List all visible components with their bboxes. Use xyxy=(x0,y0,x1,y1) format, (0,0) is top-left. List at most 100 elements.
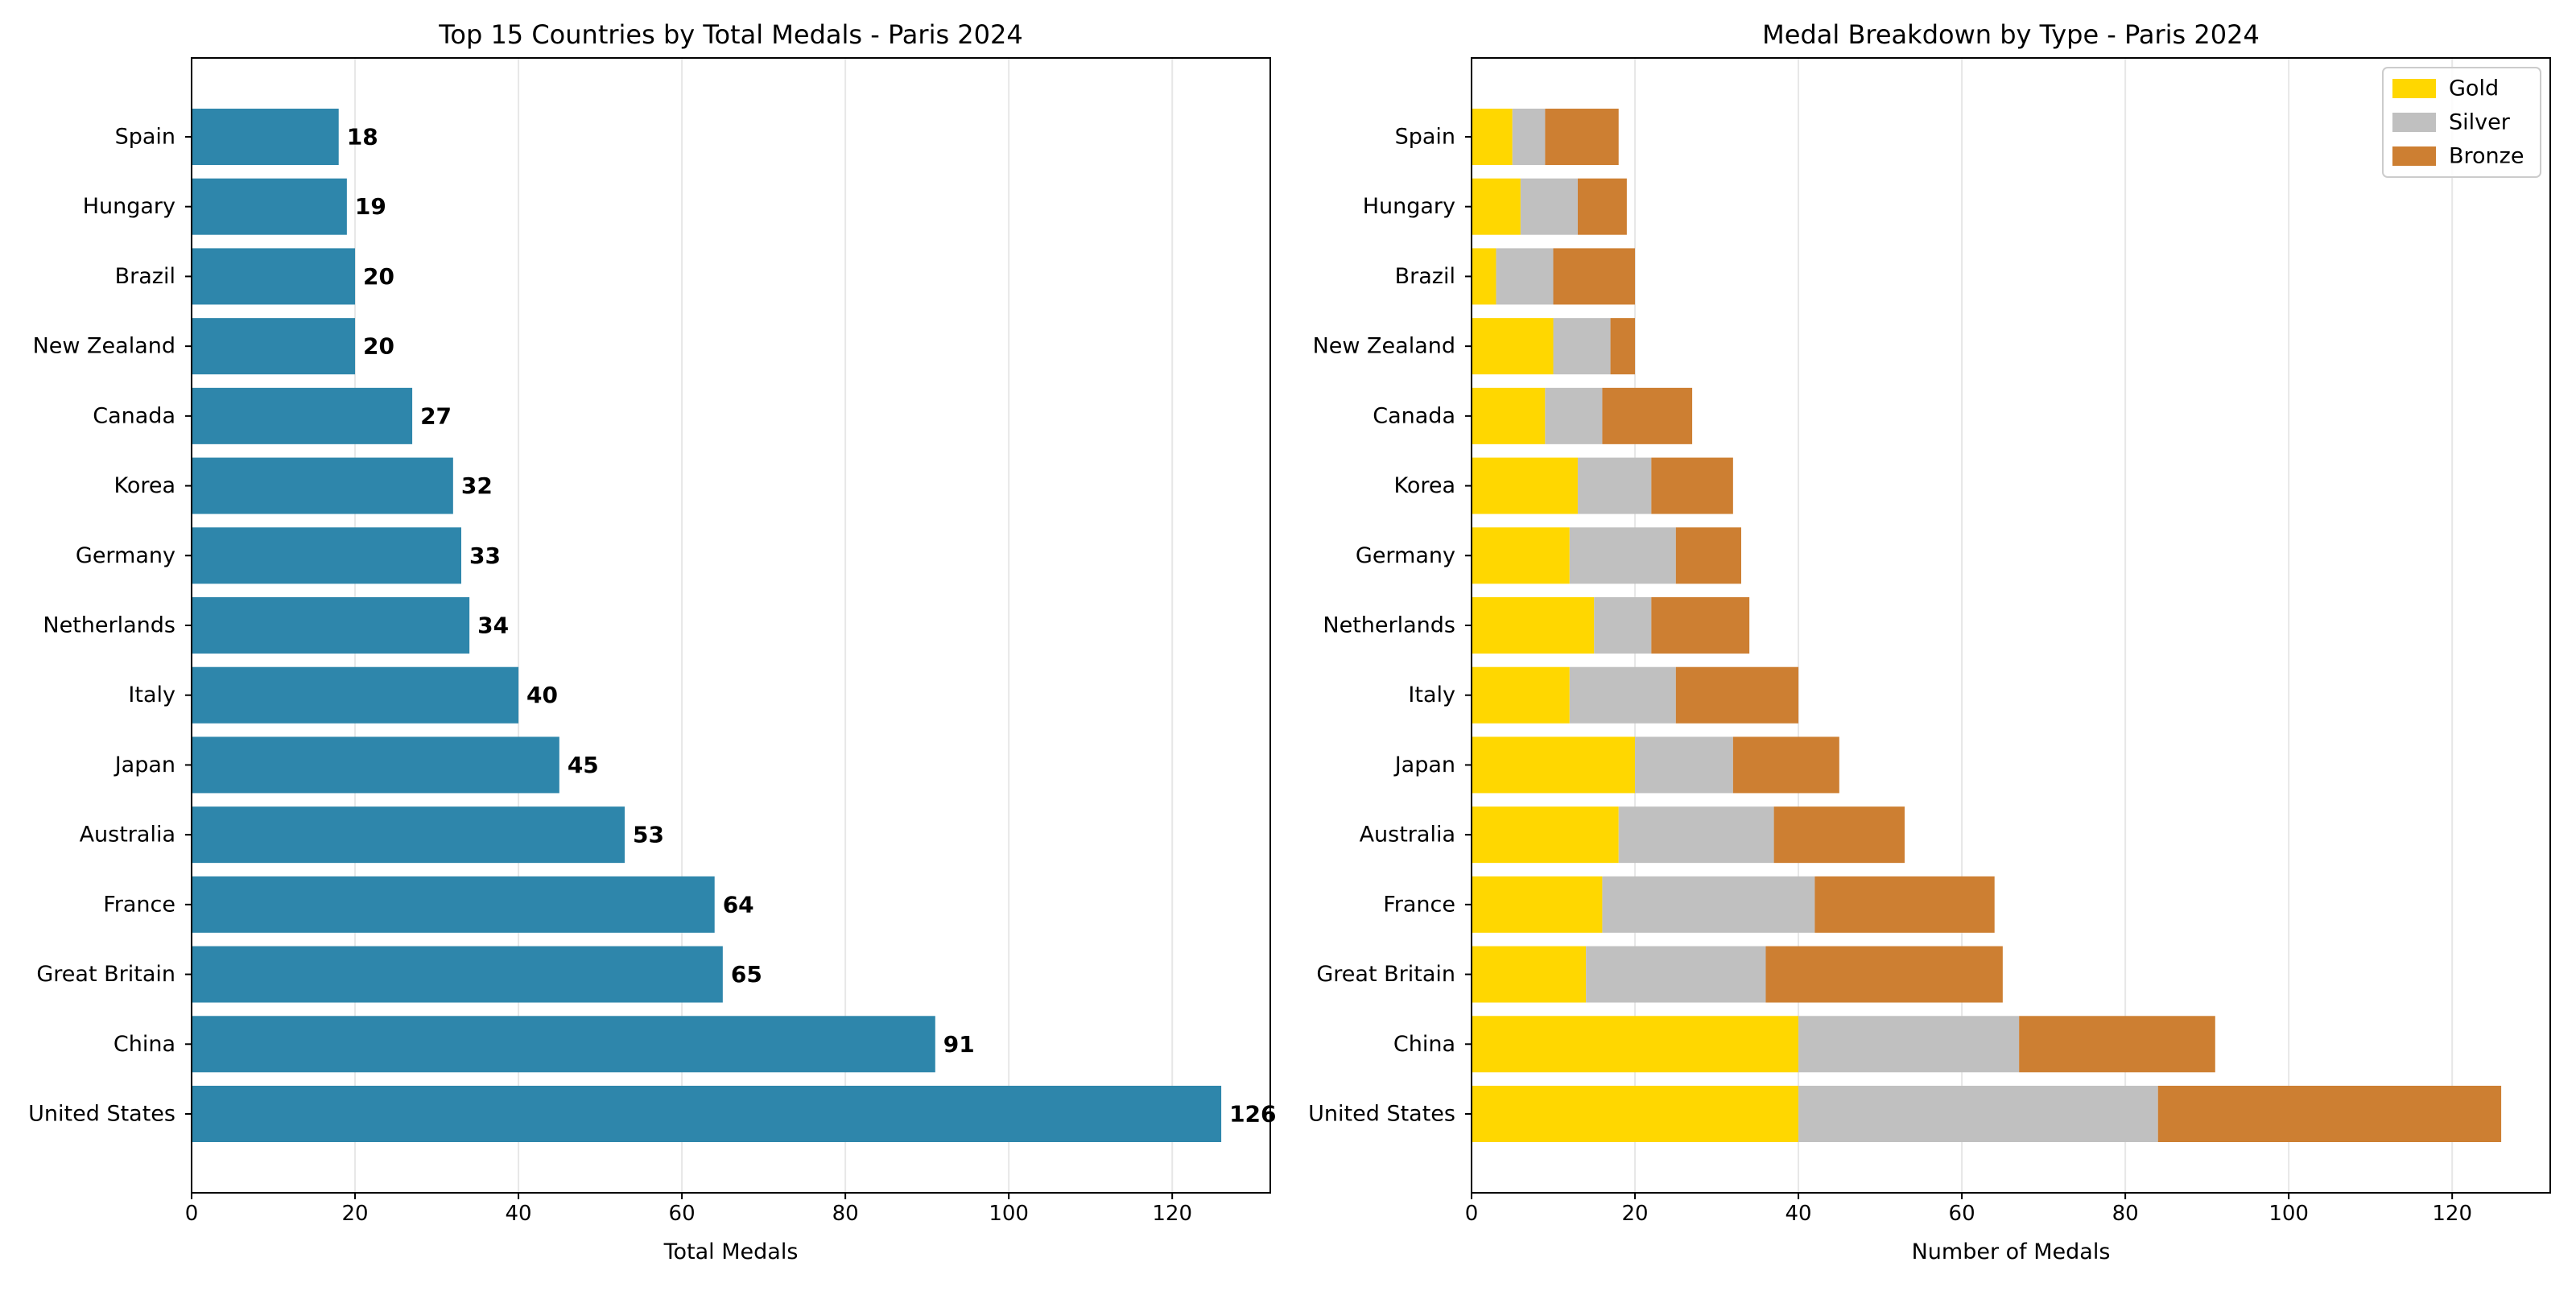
y-tick-label: Brazil xyxy=(1395,264,1455,289)
bar-segment-gold xyxy=(1472,1086,1799,1142)
data-label: 34 xyxy=(477,613,509,639)
bar-segment-bronze xyxy=(1651,457,1733,514)
y-tick-label: Canada xyxy=(93,403,175,428)
bar xyxy=(192,1086,1222,1142)
bar-segment-gold xyxy=(1472,527,1570,584)
x-tick-label: 120 xyxy=(2432,1202,2472,1226)
bar-segment-silver xyxy=(1512,109,1546,165)
y-tick-label: New Zealand xyxy=(33,334,175,359)
bar-segment-gold xyxy=(1472,946,1587,1003)
legend-label-silver: Silver xyxy=(2449,110,2511,135)
data-label: 18 xyxy=(347,124,378,151)
legend-swatch-gold xyxy=(2392,79,2436,98)
bar-segment-bronze xyxy=(1773,806,1905,864)
y-tick-label: United States xyxy=(1308,1102,1455,1127)
bar-segment-gold xyxy=(1472,597,1595,654)
bar-segment-bronze xyxy=(1602,387,1693,444)
x-tick-label: 100 xyxy=(2268,1202,2309,1226)
bar-segment-bronze xyxy=(1732,736,1839,794)
data-label: 40 xyxy=(526,682,558,708)
x-tick-label: 20 xyxy=(341,1202,368,1226)
bar-segment-gold xyxy=(1472,806,1619,864)
total-medals-chart: 126 91 65 64 53 45 40 34 33 32 27 20 20 19 18 0 20 40 60 80… xyxy=(28,19,1276,1264)
bar-segment-bronze xyxy=(1765,946,2003,1003)
bar-segment-bronze xyxy=(1577,178,1627,235)
bar xyxy=(192,248,356,305)
y-tick-label: Germany xyxy=(1356,543,1455,568)
y-tick-label: Great Britain xyxy=(36,962,175,987)
y-tick-label: Hungary xyxy=(83,194,175,219)
y-tick-label: Australia xyxy=(1360,823,1455,848)
bar-segment-gold xyxy=(1472,248,1496,305)
bar-segment-bronze xyxy=(2157,1086,2502,1142)
bar xyxy=(192,736,559,794)
bar-segment-gold xyxy=(1472,666,1570,724)
y-tick-label: Japan xyxy=(114,753,175,777)
bar-segment-gold xyxy=(1472,387,1546,444)
bar-segment-gold xyxy=(1472,457,1578,514)
y-tick-label: Germany xyxy=(76,543,175,568)
bar xyxy=(192,806,625,864)
bar-segment-silver xyxy=(1798,1016,2020,1073)
bar-segment-silver xyxy=(1496,248,1554,305)
y-tick-label: Korea xyxy=(1393,473,1455,498)
bar-segment-silver xyxy=(1569,666,1676,724)
data-label: 91 xyxy=(943,1031,975,1058)
x-tick-label: 80 xyxy=(2112,1202,2139,1226)
bar-segment-bronze xyxy=(1651,597,1750,654)
bar-segment-gold xyxy=(1472,178,1521,235)
bar-segment-bronze xyxy=(1610,318,1636,375)
y-tick-label: Great Britain xyxy=(1316,962,1455,987)
x-tick-label: 120 xyxy=(1152,1202,1192,1226)
bar-segment-silver xyxy=(1520,178,1578,235)
x-axis-label: Number of Medals xyxy=(1912,1239,2111,1264)
y-tick-label: Netherlands xyxy=(43,613,175,638)
bar xyxy=(192,597,470,654)
bar-segment-bronze xyxy=(1675,666,1799,724)
bar xyxy=(192,876,715,933)
y-tick-label: Canada xyxy=(1373,403,1455,428)
y-tick-label: China xyxy=(114,1032,175,1057)
x-tick-label: 80 xyxy=(832,1202,859,1226)
bar xyxy=(192,387,413,444)
x-axis-label: Total Medals xyxy=(663,1239,799,1264)
bar-segment-bronze xyxy=(1814,876,1995,933)
bar-segment-bronze xyxy=(1545,109,1619,165)
bar-segment-silver xyxy=(1545,387,1603,444)
data-label: 33 xyxy=(469,542,501,569)
bar xyxy=(192,666,519,724)
bar-segment-bronze xyxy=(2019,1016,2215,1073)
x-tick-label: 40 xyxy=(506,1202,532,1226)
bar-segment-silver xyxy=(1553,318,1611,375)
data-label: 45 xyxy=(568,752,599,778)
x-tick-label: 100 xyxy=(989,1202,1029,1226)
y-tick-label: Italy xyxy=(128,683,175,707)
data-label: 126 xyxy=(1229,1101,1276,1128)
y-tick-label: China xyxy=(1393,1032,1455,1057)
y-tick-label: Netherlands xyxy=(1323,613,1455,638)
bar-segment-gold xyxy=(1472,876,1603,933)
x-tick-label: 20 xyxy=(1621,1202,1648,1226)
y-tick-label: United States xyxy=(28,1102,175,1127)
chart-title: Top 15 Countries by Total Medals - Paris… xyxy=(438,19,1022,50)
y-tick-label: Spain xyxy=(115,125,175,150)
legend-swatch-silver xyxy=(2392,113,2436,132)
y-tick-label: Spain xyxy=(1395,125,1455,150)
bar xyxy=(192,109,339,165)
data-label: 27 xyxy=(420,402,452,429)
bar-segment-silver xyxy=(1798,1086,2158,1142)
legend-swatch-bronze xyxy=(2392,146,2436,166)
bar-segment-silver xyxy=(1635,736,1733,794)
data-label: 20 xyxy=(363,263,394,290)
x-tick-label: 60 xyxy=(669,1202,696,1226)
y-tick-label: New Zealand xyxy=(1313,334,1455,359)
x-tick-label: 60 xyxy=(1949,1202,1975,1226)
bar xyxy=(192,457,453,514)
legend-label-gold: Gold xyxy=(2449,76,2499,101)
data-label: 53 xyxy=(633,822,664,848)
bar-segment-bronze xyxy=(1675,527,1741,584)
bar xyxy=(192,318,356,375)
bar-segment-gold xyxy=(1472,318,1554,375)
chart-title: Medal Breakdown by Type - Paris 2024 xyxy=(1762,19,2260,50)
